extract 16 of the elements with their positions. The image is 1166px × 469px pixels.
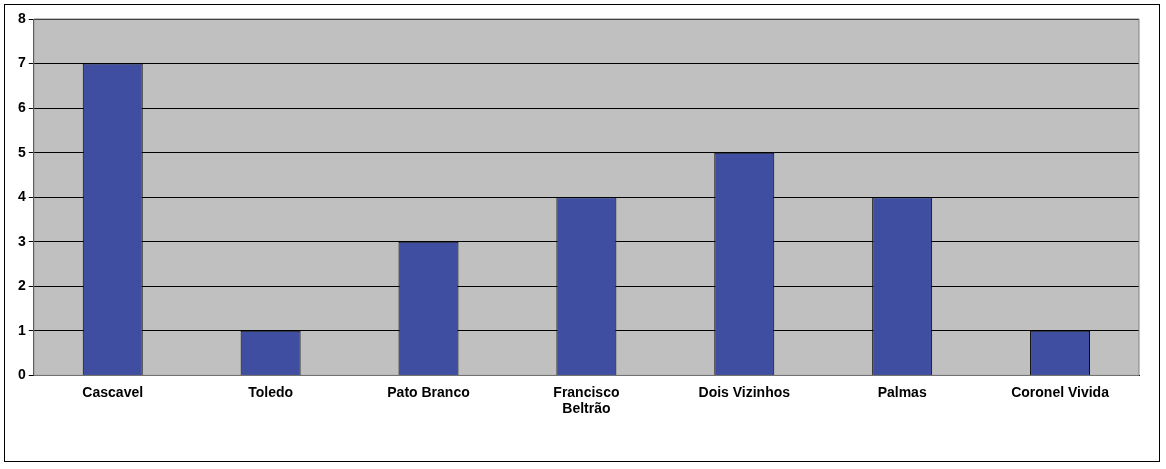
y-tick-label: 7 <box>17 54 26 71</box>
x-tick-label: Cascavel <box>82 383 144 400</box>
y-tick-label: 0 <box>17 366 26 383</box>
x-tick-label: Palmas <box>877 383 927 400</box>
y-tick-label: 8 <box>17 9 26 26</box>
y-tick-label: 3 <box>17 232 26 249</box>
x-tick-label: Pato Branco <box>387 383 470 400</box>
x-tick-label: Dois Vizinhos <box>698 383 791 400</box>
y-tick-label: 4 <box>17 188 26 205</box>
x-tick-label: Coronel Vivida <box>1011 383 1110 400</box>
y-tick-label: 1 <box>17 321 26 338</box>
x-tick-label: Toledo <box>248 383 294 400</box>
y-tick-label: 6 <box>17 98 26 115</box>
x-tick-label: Francisco Beltrão <box>553 383 620 417</box>
y-tick-label: 2 <box>17 277 26 294</box>
y-tick-label: 5 <box>17 143 26 160</box>
